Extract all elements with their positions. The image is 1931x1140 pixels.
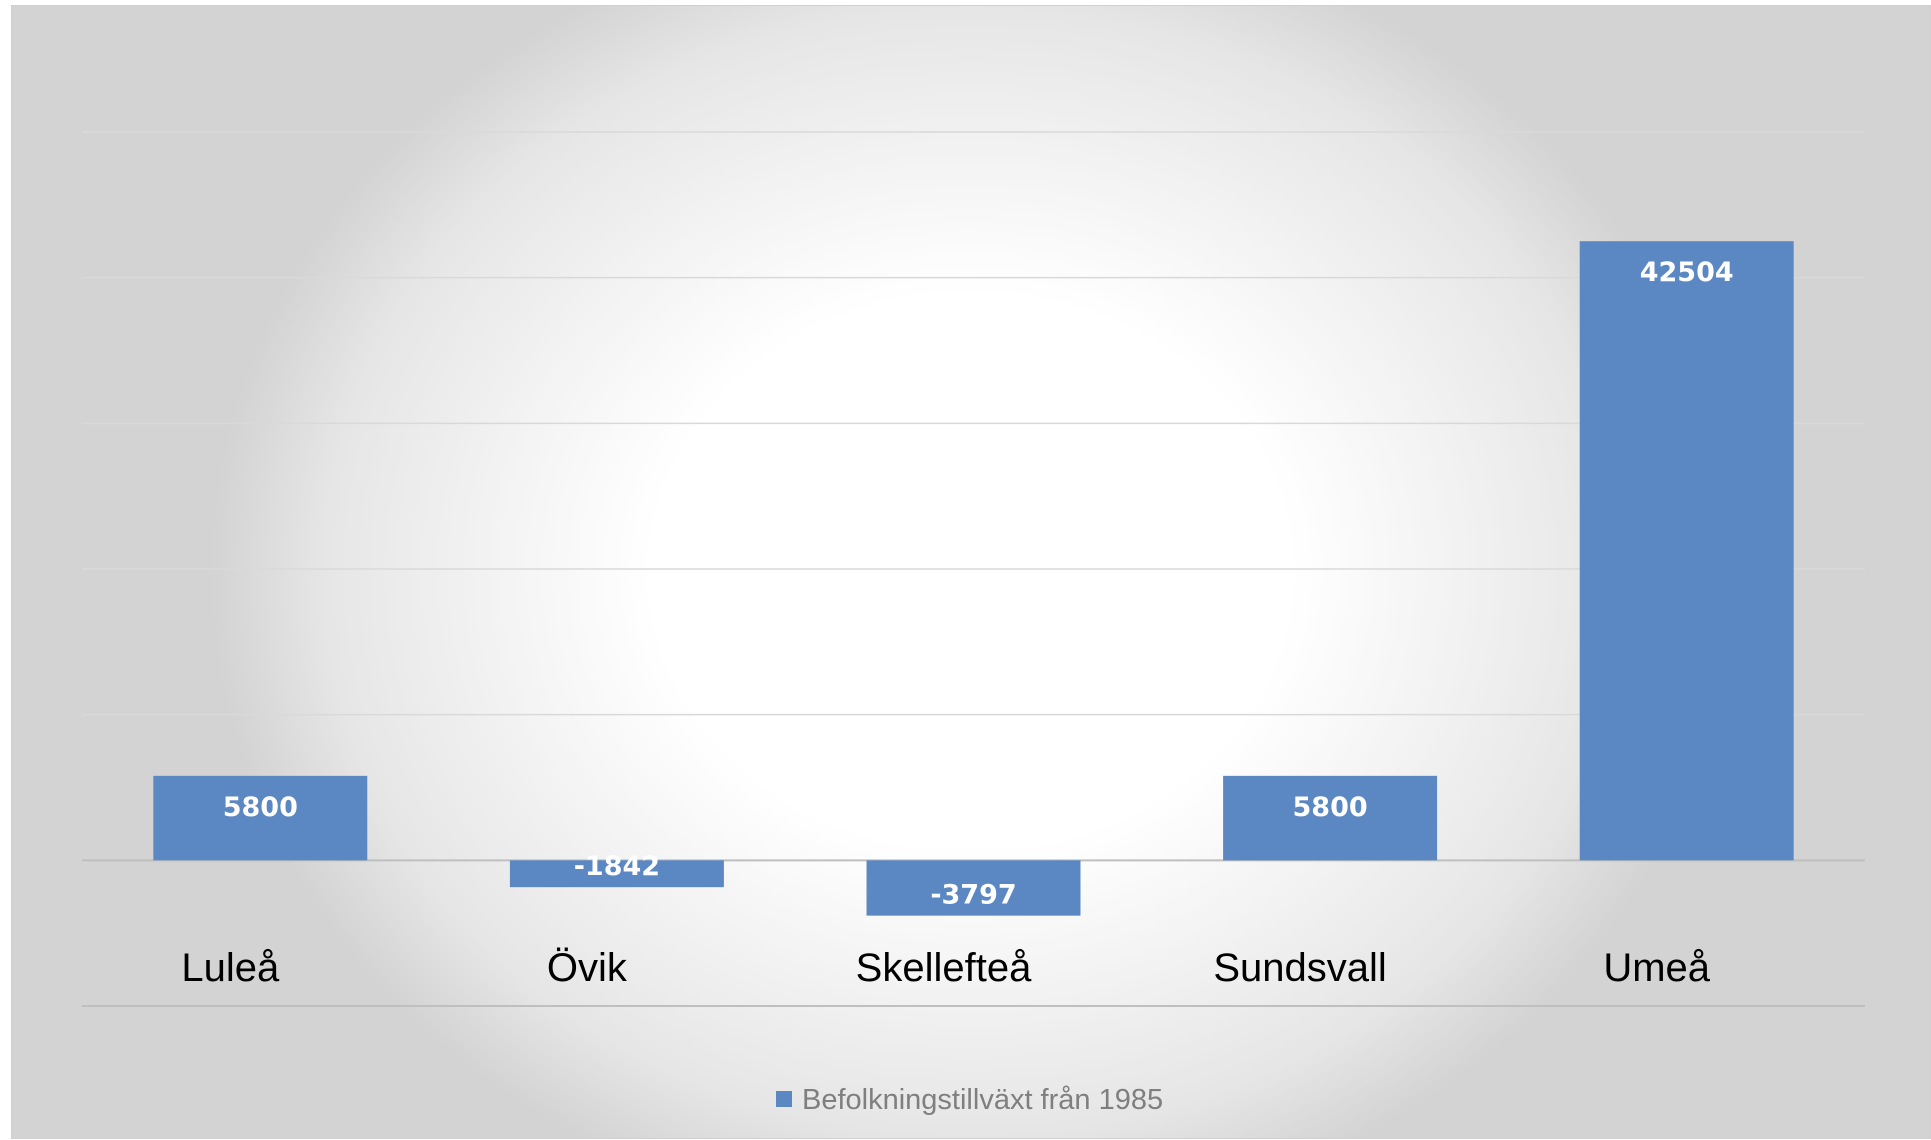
data-label: 5800 (1293, 792, 1368, 823)
bar-övik (509, 860, 724, 888)
legend-swatch (776, 1091, 792, 1107)
category-label: Skellefteå (856, 946, 1032, 990)
category-labels: Luleå Övik Skellefteå Sundsvall Umeå (181, 946, 1710, 990)
bar-chart: 5800 -1842 -3797 5800 42504 Luleå Övik Skellef… (82, 131, 1865, 1116)
bar-skellefteå (866, 860, 1081, 916)
data-label: -1842 (574, 851, 660, 882)
data-label: 5800 (223, 792, 298, 823)
data-label: -3797 (930, 880, 1016, 911)
category-label: Luleå (181, 946, 280, 990)
category-label: Sundsvall (1213, 946, 1386, 990)
bar-luleå (153, 775, 368, 861)
bar-sundsvall (1223, 775, 1438, 861)
gridlines (82, 131, 1865, 1007)
chart-area: 5800 -1842 -3797 5800 42504 Luleå Övik Skellef… (11, 5, 1931, 1139)
bars (153, 241, 1794, 916)
category-label: Umeå (1603, 946, 1710, 990)
category-label: Övik (547, 946, 628, 990)
data-label: 42504 (1640, 257, 1734, 288)
legend-label: Befolkningstillväxt från 1985 (802, 1084, 1163, 1116)
bar-umeå (1579, 241, 1794, 861)
data-labels: 5800 -1842 -3797 5800 42504 (223, 257, 1734, 910)
legend: Befolkningstillväxt från 1985 (776, 1084, 1163, 1116)
